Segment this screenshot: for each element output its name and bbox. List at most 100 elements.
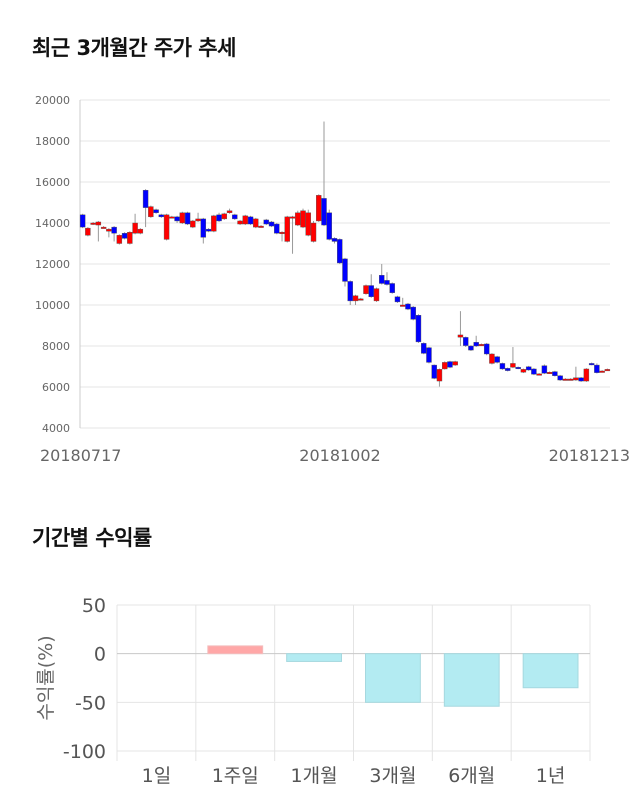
candle-body xyxy=(567,378,574,381)
y-tick-label: 8000 xyxy=(42,340,70,353)
candle-body xyxy=(462,337,469,346)
candle-body xyxy=(489,353,495,364)
x-tick-label: 20181002 xyxy=(299,446,380,465)
candle-body xyxy=(457,334,464,338)
candle-body xyxy=(447,361,453,368)
candle-body xyxy=(452,361,458,366)
y-tick-label: 10000 xyxy=(35,299,70,312)
candle-body xyxy=(190,220,196,228)
candle-body xyxy=(342,258,348,282)
y-tick-label: 50 xyxy=(82,595,106,617)
candle-body xyxy=(405,303,411,310)
candle-body xyxy=(263,219,269,225)
candle-body xyxy=(153,209,159,213)
candle-body xyxy=(358,298,364,301)
x-tick-label: 20181213 xyxy=(549,446,630,465)
candle-body xyxy=(599,370,605,373)
candle-body xyxy=(205,228,212,232)
candle-body xyxy=(179,212,186,224)
candle-body xyxy=(221,213,228,220)
candle-body xyxy=(421,343,427,354)
candle-body xyxy=(195,218,201,222)
candle-body xyxy=(111,226,117,234)
candle-body xyxy=(137,228,144,234)
return-bar xyxy=(443,653,500,707)
candle-body xyxy=(442,362,448,370)
candle-body xyxy=(116,235,123,244)
candle-body xyxy=(300,210,306,228)
x-category-label: 3개월 xyxy=(369,765,416,787)
candle-body xyxy=(483,343,490,355)
candle-body xyxy=(268,221,275,227)
candle-body xyxy=(373,288,380,302)
y-tick-label: 0 xyxy=(94,644,106,666)
candle-body xyxy=(211,215,217,232)
x-tick-label: 20180717 xyxy=(40,446,121,465)
x-category-label: 1개월 xyxy=(291,765,338,787)
candle-body xyxy=(531,368,537,375)
candle-body xyxy=(562,378,569,381)
candlestick-chart: 4000 6000 8000 10000 12000 14000 16000 18000 200… xyxy=(35,94,630,465)
y-tick-label: 16000 xyxy=(35,176,70,189)
candle-body xyxy=(573,377,579,381)
candle-body xyxy=(525,366,532,371)
candle-body xyxy=(247,216,254,225)
candle-body xyxy=(142,189,149,208)
y-tick-label: 6000 xyxy=(42,381,70,394)
candle-body xyxy=(237,220,243,225)
candle-body xyxy=(100,226,107,229)
candle-body xyxy=(316,195,322,222)
price-trend-title: 최근 3개월간 주가 추세 xyxy=(32,36,236,60)
candle-body xyxy=(494,356,500,363)
candle-body xyxy=(578,377,584,382)
candle-body xyxy=(426,347,432,363)
y-tick-label: 14000 xyxy=(35,217,70,230)
candle-body xyxy=(504,368,511,371)
return-bar xyxy=(207,645,264,655)
candle-body xyxy=(121,233,128,239)
candle-body xyxy=(226,210,233,213)
candle-body xyxy=(415,315,422,343)
candle-body xyxy=(289,216,296,219)
y-tick-label: 12000 xyxy=(35,258,70,271)
candle-body xyxy=(232,214,238,220)
candle-body xyxy=(436,369,443,382)
x-category-label: 1주일 xyxy=(212,765,259,787)
candle-body xyxy=(363,285,369,294)
candle-body xyxy=(510,363,516,368)
candle-body xyxy=(242,215,248,225)
candle-body xyxy=(431,364,437,379)
candle-body xyxy=(216,214,222,222)
candle-body xyxy=(79,214,86,228)
candle-body xyxy=(557,375,563,381)
candle-body xyxy=(310,222,317,242)
candle-body xyxy=(90,222,96,225)
candle-body xyxy=(200,218,207,238)
candle-body xyxy=(321,198,327,226)
candle-body xyxy=(400,304,406,307)
candle-body xyxy=(515,367,521,370)
candle-body xyxy=(410,306,416,320)
candle-body xyxy=(295,212,301,226)
return-bar xyxy=(522,653,579,689)
candle-body xyxy=(588,363,595,366)
candle-body xyxy=(389,283,395,293)
y-axis-title: 수익률(%) xyxy=(35,635,57,720)
candle-body xyxy=(148,206,154,218)
candle-body xyxy=(352,295,359,302)
candle-body xyxy=(253,218,259,228)
candle-body xyxy=(468,345,474,351)
x-category-label: 1일 xyxy=(142,765,172,787)
candle-body xyxy=(347,281,353,302)
y-tick-label: 18000 xyxy=(35,135,70,148)
candle-body xyxy=(384,280,390,285)
candle-body xyxy=(604,369,611,372)
candle-body xyxy=(379,275,385,284)
x-category-label: 6개월 xyxy=(448,765,495,787)
candle-body xyxy=(305,212,311,236)
candle-body xyxy=(478,344,485,347)
x-category-label: 1년 xyxy=(536,765,566,787)
candle-body xyxy=(132,222,138,234)
y-tick-label: 20000 xyxy=(35,94,70,107)
return-bar xyxy=(286,653,342,662)
